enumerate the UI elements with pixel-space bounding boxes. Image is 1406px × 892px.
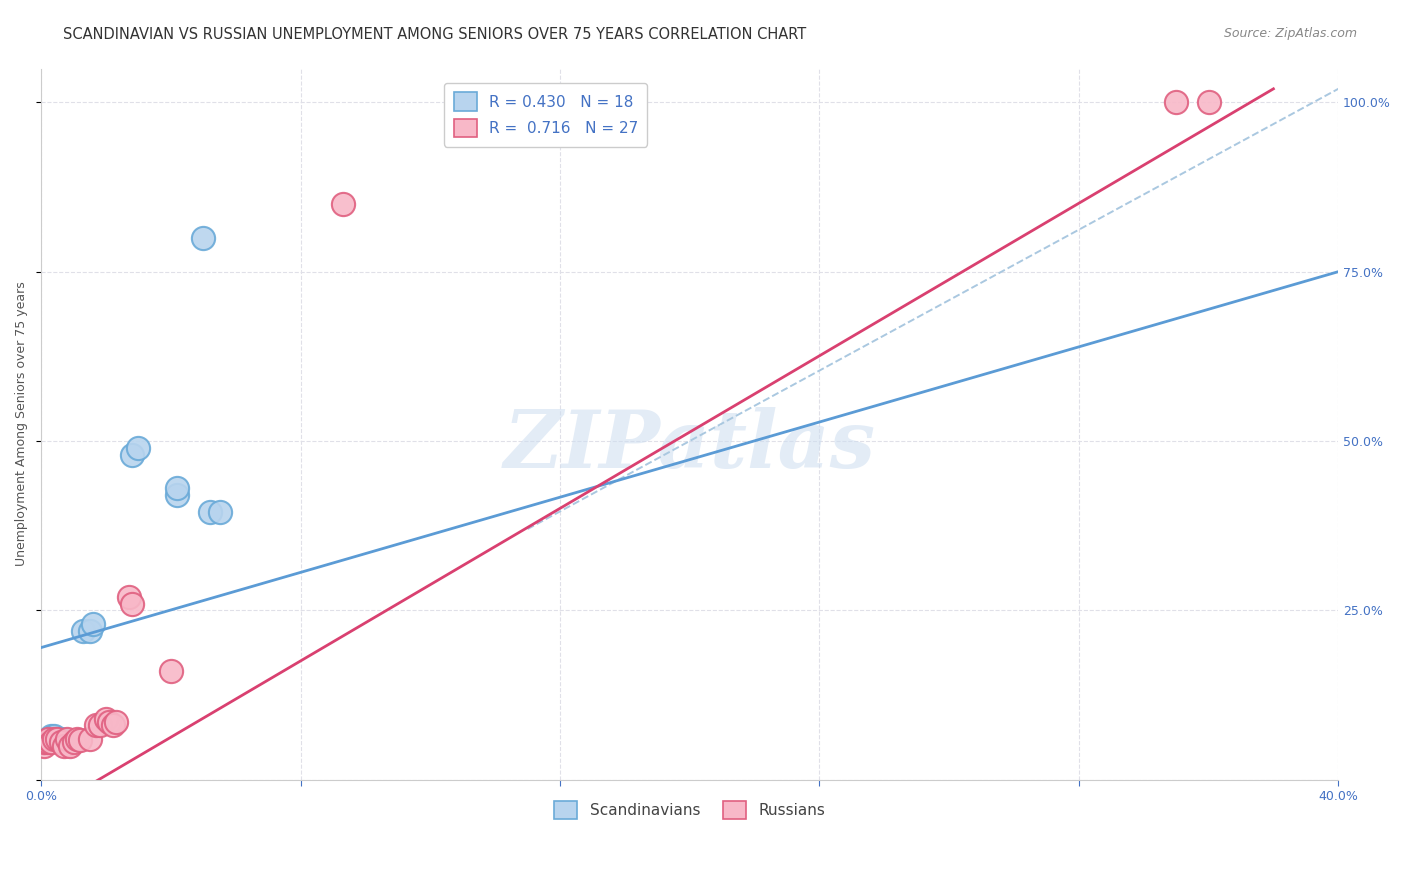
Point <box>72 624 94 638</box>
Point <box>121 448 143 462</box>
Point <box>44 731 66 746</box>
Point <box>37 731 59 746</box>
Point <box>69 733 91 747</box>
Y-axis label: Unemployment Among Seniors over 75 years: Unemployment Among Seniors over 75 years <box>15 282 28 566</box>
Point <box>166 482 188 496</box>
Point <box>166 488 188 502</box>
Point <box>1198 95 1220 110</box>
Point <box>44 729 66 743</box>
Point <box>98 714 121 729</box>
Point <box>46 731 69 746</box>
Point <box>1166 95 1188 110</box>
Point <box>66 731 89 746</box>
Point <box>332 197 354 211</box>
Text: ZIPatlas: ZIPatlas <box>503 407 876 484</box>
Point <box>208 505 231 519</box>
Point <box>34 739 56 753</box>
Point <box>94 712 117 726</box>
Point <box>34 735 56 749</box>
Point <box>121 597 143 611</box>
Point <box>49 731 72 746</box>
Point <box>34 735 56 749</box>
Point <box>104 714 127 729</box>
Legend: Scandinavians, Russians: Scandinavians, Russians <box>548 795 831 825</box>
Point <box>86 718 108 732</box>
Point <box>198 505 221 519</box>
Point <box>118 590 141 604</box>
Point <box>37 731 59 746</box>
Text: SCANDINAVIAN VS RUSSIAN UNEMPLOYMENT AMONG SENIORS OVER 75 YEARS CORRELATION CHA: SCANDINAVIAN VS RUSSIAN UNEMPLOYMENT AMO… <box>63 27 807 42</box>
Point <box>52 739 75 753</box>
Point <box>46 731 69 746</box>
Point <box>101 718 124 732</box>
Point <box>82 616 104 631</box>
Point <box>39 729 62 743</box>
Point <box>59 739 82 753</box>
Point <box>89 718 111 732</box>
Point <box>56 731 79 746</box>
Point <box>49 735 72 749</box>
Point <box>79 624 101 638</box>
Point <box>39 731 62 746</box>
Point <box>52 735 75 749</box>
Point <box>39 735 62 749</box>
Point <box>62 735 84 749</box>
Text: Source: ZipAtlas.com: Source: ZipAtlas.com <box>1223 27 1357 40</box>
Point <box>127 441 149 455</box>
Point <box>79 731 101 746</box>
Point <box>37 735 59 749</box>
Point <box>193 231 215 245</box>
Point <box>160 665 183 679</box>
